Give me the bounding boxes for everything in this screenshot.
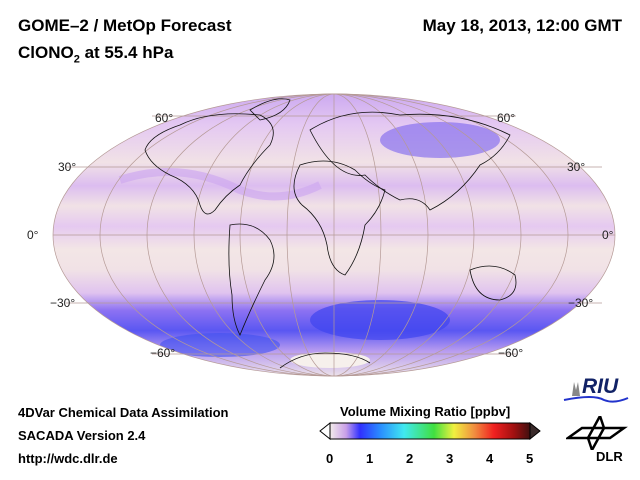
species-label: ClONO2 at 55.4 hPa: [18, 43, 173, 65]
riu-logo-text: RIU: [582, 375, 619, 398]
coastlines: [144, 98, 517, 369]
colorbar: [319, 421, 541, 441]
colorbar-title: Volume Mixing Ratio [ppbv]: [340, 404, 511, 419]
colorbar-tick-3: 3: [446, 451, 454, 466]
colorbar-tick-1: 1: [366, 451, 374, 466]
dlr-logo: DLR: [566, 416, 630, 466]
colorbar-over-arrow: [529, 421, 541, 441]
species-name: ClONO: [18, 43, 74, 62]
graticule: [52, 93, 616, 377]
pressure-level: at 55.4 hPa: [79, 43, 174, 62]
colorbar-tick-4: 4: [486, 451, 494, 466]
world-map: [52, 93, 616, 377]
footer-line-2: SACADA Version 2.4: [18, 428, 146, 443]
riu-logo: RIU: [562, 374, 632, 404]
lat-label-right-60s: −60°: [498, 346, 524, 360]
lat-label-right-30n: 30°: [567, 160, 586, 174]
lat-label-left-60s: −60°: [150, 346, 176, 360]
colorbar-tick-0: 0: [326, 451, 334, 466]
lat-label-right-30s: −30°: [568, 296, 594, 310]
species-subscript: 2: [73, 53, 80, 66]
lat-label-right-0: 0°: [602, 228, 614, 242]
product-title: GOME–2 / MetOp Forecast: [18, 16, 232, 35]
footer-line-1: 4DVar Chemical Data Assimilation: [18, 405, 229, 420]
colorbar-gradient: [329, 422, 531, 440]
lat-label-left-30s: −30°: [50, 296, 76, 310]
colorbar-under-arrow: [319, 421, 331, 441]
lat-label-left-0: 0°: [27, 228, 39, 242]
colorbar-tick-5: 5: [526, 451, 534, 466]
dlr-logo-text: DLR: [596, 449, 623, 464]
lat-label-left-30n: 30°: [58, 160, 77, 174]
footer-url: http://wdc.dlr.de: [18, 451, 118, 466]
forecast-datetime: May 18, 2013, 12:00 GMT: [422, 16, 622, 35]
lat-label-left-60n: 60°: [155, 111, 174, 125]
colorbar-tick-2: 2: [406, 451, 414, 466]
lat-label-right-60n: 60°: [497, 111, 516, 125]
